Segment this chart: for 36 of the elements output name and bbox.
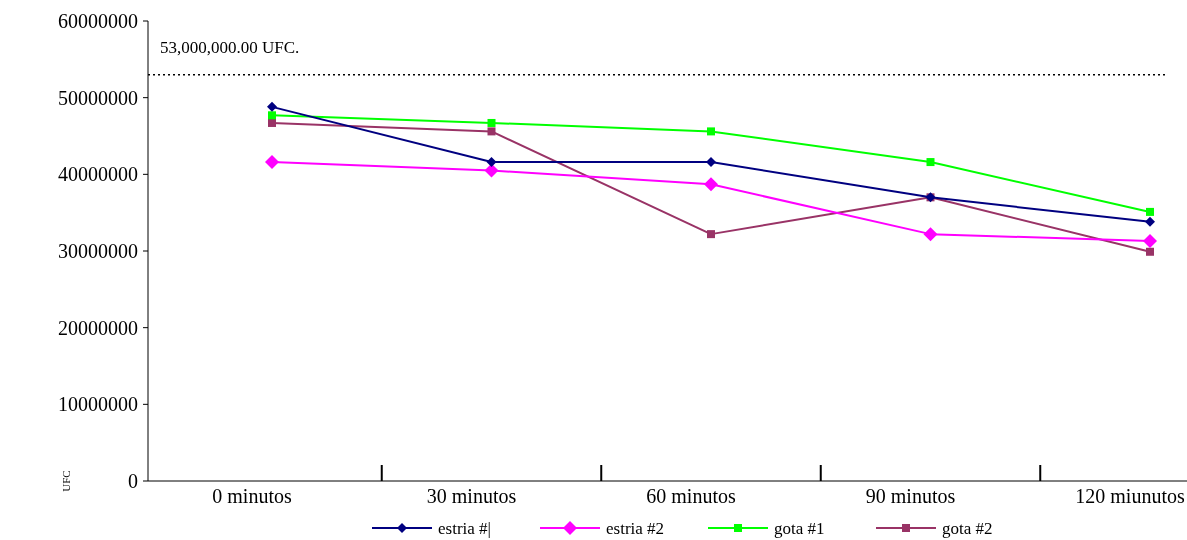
y-tick-label: 20000000 bbox=[58, 316, 138, 339]
x-tick-label: 30 minutos bbox=[426, 485, 517, 507]
point bbox=[267, 101, 277, 112]
y-tick-label: 50000000 bbox=[58, 86, 138, 109]
point bbox=[1146, 207, 1154, 216]
legend-label: gota #2 bbox=[942, 518, 993, 538]
y-tick-label: 0 bbox=[128, 470, 138, 492]
point bbox=[707, 230, 715, 239]
point bbox=[706, 157, 716, 168]
point bbox=[268, 118, 276, 127]
point bbox=[265, 155, 279, 170]
point bbox=[1145, 216, 1155, 227]
y-tick-label: 10000000 bbox=[58, 393, 138, 416]
point bbox=[486, 157, 497, 168]
point bbox=[704, 177, 718, 192]
point bbox=[268, 111, 276, 120]
point bbox=[1146, 247, 1154, 256]
y-tick-label: 60000000 bbox=[58, 10, 138, 32]
x-tick-label: 120 miunutos bbox=[1075, 485, 1185, 507]
x-tick-label: 0 minutos bbox=[212, 485, 292, 507]
legend-label: estria #| bbox=[438, 518, 491, 538]
point bbox=[487, 118, 496, 127]
point bbox=[1143, 234, 1157, 249]
point bbox=[926, 158, 935, 167]
legend-label: gota #1 bbox=[774, 518, 825, 538]
ref-line-label: 53,000,000.00 UFC. bbox=[160, 37, 300, 57]
y-tick-label: 30000000 bbox=[58, 240, 138, 262]
point bbox=[707, 127, 715, 136]
point bbox=[923, 227, 938, 242]
x-tick-label: 60 minutos bbox=[646, 485, 736, 507]
point bbox=[484, 163, 499, 178]
y-axis-title: UFC bbox=[60, 470, 72, 492]
point bbox=[487, 127, 496, 136]
x-tick-label: 90 minutos bbox=[865, 485, 956, 507]
legend-label: estria #2 bbox=[606, 518, 665, 538]
y-tick-label: 40000000 bbox=[58, 163, 138, 186]
